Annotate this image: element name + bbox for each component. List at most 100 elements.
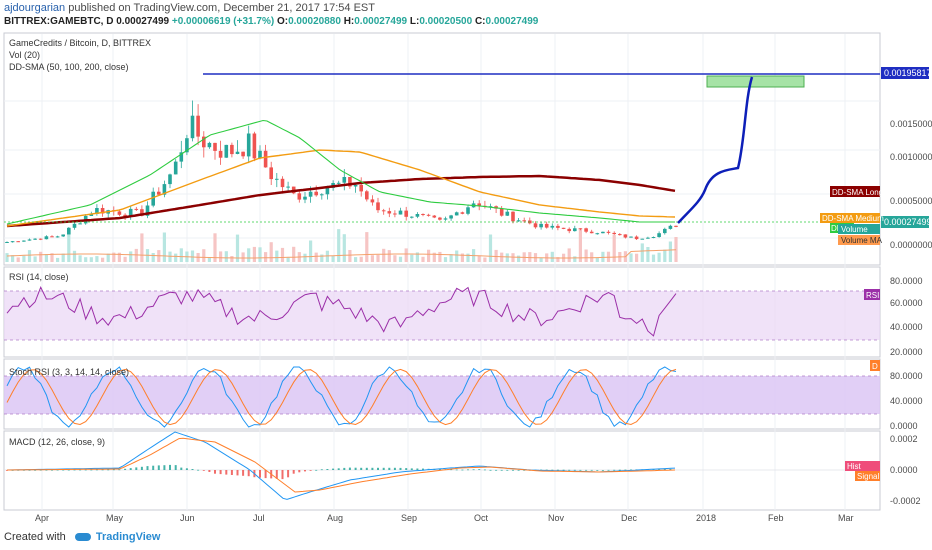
macd-hist-bar: [157, 465, 160, 470]
tradingview-brand[interactable]: TradingView: [95, 531, 161, 543]
time-axis-label: Jun: [180, 513, 195, 523]
candle-body: [218, 150, 223, 158]
time-axis-label: Sep: [401, 513, 417, 523]
volume-bar: [190, 250, 195, 262]
candle-body: [95, 208, 99, 214]
time-axis-label: Dec: [621, 513, 638, 523]
volume-bar: [112, 252, 116, 262]
candle-body: [539, 223, 543, 228]
footer: Created with TradingView: [4, 531, 160, 543]
macd-hist-bar: [438, 469, 441, 470]
volume-bar: [432, 252, 436, 262]
stoch-k-line: [6, 366, 677, 428]
macd-hist-bar: [56, 469, 59, 471]
macd-hist-bar: [174, 465, 177, 470]
stoch-d-line: [6, 368, 677, 426]
high-label: H:: [343, 16, 355, 27]
volume-bar: [595, 257, 599, 262]
time-axis-label: Apr: [35, 513, 49, 523]
rsi-band: [4, 291, 880, 340]
macd-hist-bar: [90, 469, 93, 471]
volume-bar: [72, 250, 77, 262]
candle-body: [325, 188, 330, 195]
time-axis-label: May: [106, 513, 124, 523]
macd-hist-bar: [393, 467, 396, 470]
author-link[interactable]: ajdourgarian: [4, 2, 66, 14]
projection-curve[interactable]: [677, 76, 754, 224]
candle-body: [404, 210, 408, 217]
last-price: 0.00027499: [116, 16, 170, 27]
macd-hist-bar: [101, 469, 104, 471]
candle-body: [516, 220, 521, 222]
candle-body: [22, 240, 26, 242]
stoch-tick: 0.0000: [890, 421, 918, 431]
macd-signal-tag: Signal: [857, 472, 879, 481]
macd-hist-bar: [51, 469, 53, 471]
volume-bar: [151, 253, 155, 262]
macd-hist-bar: [523, 469, 526, 471]
macd-hist-bar: [230, 470, 233, 475]
macd-hist-bar: [197, 469, 200, 471]
macd-hist-bar: [416, 468, 419, 470]
sma-50-line: [6, 119, 675, 225]
macd-hist-bar: [225, 470, 228, 475]
volume-bar: [668, 241, 672, 262]
macd-hist-bar: [146, 466, 149, 470]
volume-bar: [22, 255, 26, 262]
volume-bar: [61, 253, 65, 262]
volume-bar: [235, 234, 240, 262]
volume-bar: [455, 250, 459, 262]
volume-bar: [56, 257, 60, 262]
stoch-legend: Stoch RSI (3, 3, 14, 14, close): [9, 367, 129, 377]
candle-body: [410, 216, 414, 218]
candle-body: [393, 213, 397, 215]
volume-bar: [286, 257, 290, 262]
volume-bar: [303, 253, 307, 262]
publish-header: ajdourgarian published on TradingView.co…: [4, 2, 375, 14]
rsi-legend: RSI (14, close): [9, 272, 69, 282]
candle-body: [612, 232, 616, 235]
volume-bar: [528, 252, 532, 262]
volume-bar: [230, 256, 234, 262]
volume-bar: [179, 248, 183, 262]
macd-hist-bar: [135, 467, 138, 470]
target-zone-box[interactable]: [706, 75, 805, 88]
rsi-line: [6, 286, 677, 337]
tradingview-logo-icon: [74, 533, 91, 542]
macd-hist-bar: [601, 470, 604, 471]
volume-bar: [309, 240, 313, 262]
macd-hist-bar: [242, 470, 245, 476]
volume-bar: [629, 253, 633, 262]
candle-body: [342, 177, 347, 183]
candle-body: [202, 136, 206, 148]
volume-bar: [483, 257, 487, 262]
candle-body: [398, 210, 403, 215]
candle-body: [269, 167, 273, 180]
macd-hist-bar: [410, 468, 413, 470]
grid-lines: [4, 34, 880, 510]
candle-body: [5, 242, 9, 243]
candle-body: [443, 218, 448, 220]
candle-body: [454, 212, 459, 216]
candle-body: [381, 210, 386, 212]
candle-body: [230, 144, 234, 155]
candle-body: [477, 203, 481, 206]
candle-body: [544, 223, 549, 228]
volume-bar: [657, 252, 661, 262]
candle-body: [246, 133, 251, 157]
macd-hist-bar: [320, 469, 323, 471]
candle-body: [522, 220, 526, 222]
macd-hist-bar: [556, 469, 559, 471]
macd-hist-bar: [264, 470, 267, 479]
last-price-label: 0.00027499: [884, 217, 932, 227]
volume-bar: [78, 255, 82, 262]
open-value: 0.00020880: [288, 16, 341, 27]
rsi-tick: 40.0000: [890, 322, 923, 332]
macd-hist-bar: [337, 468, 340, 470]
volume-bar: [342, 234, 346, 262]
macd-legend: MACD (12, 26, close, 9): [9, 437, 105, 447]
price-pane: [3, 32, 881, 266]
volume-bar: [269, 242, 273, 262]
